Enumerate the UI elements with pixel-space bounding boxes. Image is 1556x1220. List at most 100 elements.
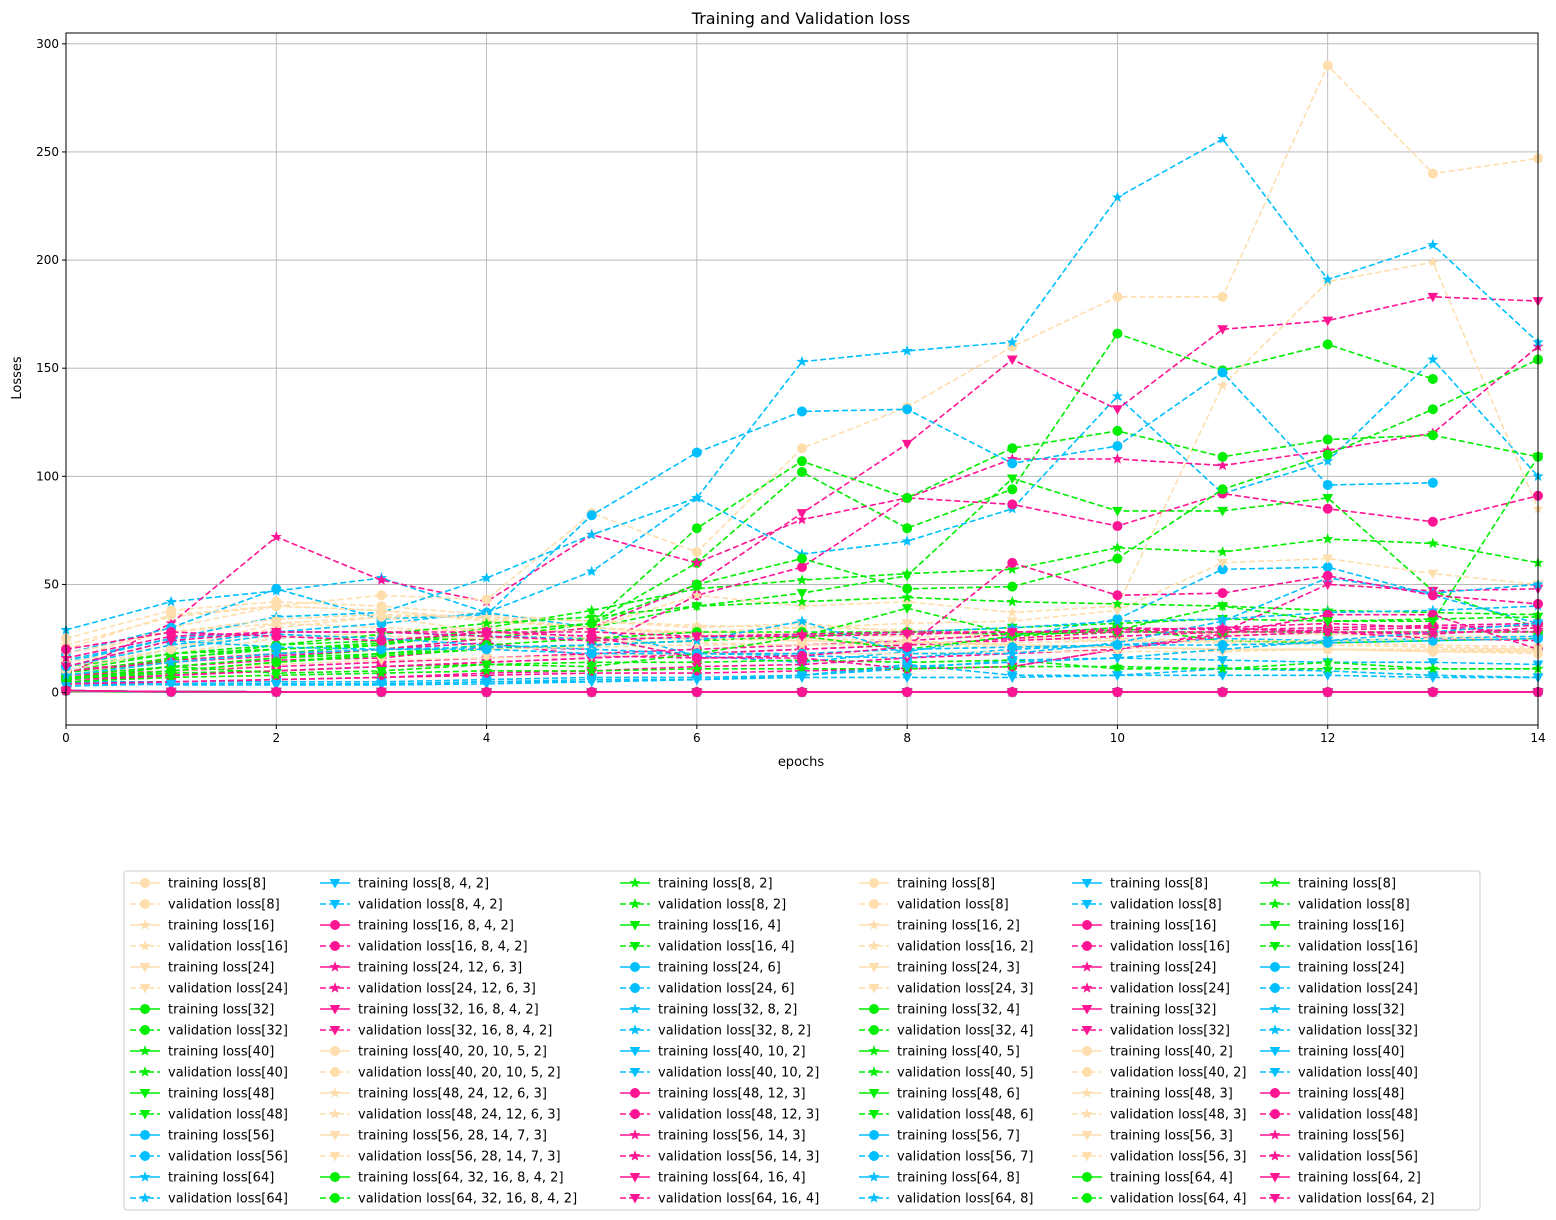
- data-point: [1322, 617, 1334, 627]
- legend-item: validation loss[16, 4]: [620, 940, 794, 955]
- data-point: [630, 1088, 640, 1098]
- legend-label: validation loss[24]: [1110, 982, 1230, 997]
- legend-item: validation loss[56, 7]: [859, 1150, 1033, 1165]
- data-point: [1006, 688, 1018, 698]
- legend-item: training loss[32, 4]: [859, 1003, 1020, 1018]
- legend-item: training loss[32, 8, 2]: [620, 1003, 797, 1018]
- series-line: [65, 295, 1539, 672]
- data-point: [1112, 291, 1123, 302]
- data-point: [586, 611, 598, 622]
- data-point: [1217, 367, 1228, 378]
- data-point: [1217, 451, 1228, 462]
- legend-label: validation loss[40, 2]: [1110, 1066, 1246, 1081]
- legend-label: training loss[64, 32, 16, 8, 4, 2]: [358, 1171, 564, 1186]
- data-point: [869, 1025, 879, 1035]
- data-point: [1322, 688, 1334, 698]
- data-point: [902, 523, 913, 534]
- legend-item: validation loss[32]: [130, 1024, 288, 1039]
- legend-label: validation loss[16, 4]: [658, 940, 794, 955]
- data-point: [166, 609, 177, 620]
- legend-item: validation loss[64, 2]: [1260, 1192, 1434, 1207]
- data-point: [1322, 570, 1333, 581]
- y-tick-label: 300: [36, 37, 59, 51]
- data-point: [1269, 942, 1281, 952]
- data-point: [1111, 191, 1124, 203]
- data-point: [329, 1087, 341, 1098]
- data-point: [1269, 877, 1281, 888]
- legend-label: validation loss[8]: [168, 898, 280, 913]
- axis-ticks: 0 2 4 6 8 10 12 14 0 50 100 150 200 250 300: [36, 37, 1546, 745]
- data-point: [1269, 1194, 1281, 1204]
- data-point: [1322, 554, 1334, 565]
- data-point: [1111, 615, 1124, 626]
- data-point: [1427, 628, 1439, 638]
- legend-item: training loss[64, 2]: [1260, 1171, 1421, 1186]
- series-line: [65, 657, 1539, 686]
- data-point: [1007, 557, 1018, 568]
- data-point: [586, 688, 598, 698]
- legend-item: training loss[32, 16, 8, 4, 2]: [320, 1003, 539, 1018]
- legend-label: validation loss[16]: [1110, 940, 1230, 955]
- data-point: [1427, 292, 1439, 303]
- data-point: [1217, 484, 1228, 495]
- data-point: [1216, 379, 1229, 391]
- data-point: [691, 492, 703, 503]
- plot-frame: [65, 32, 1539, 726]
- data-point: [1112, 521, 1123, 532]
- data-point: [869, 1130, 879, 1140]
- data-point: [868, 963, 880, 973]
- legend-item: validation loss[40, 10, 2]: [620, 1066, 819, 1081]
- data-point: [868, 1045, 880, 1056]
- legend-label: training loss[8]: [897, 877, 995, 892]
- legend-item: validation loss[8]: [1072, 898, 1222, 913]
- data-point: [1216, 133, 1229, 144]
- legend-item: training loss[40, 2]: [1072, 1045, 1233, 1060]
- data-point: [691, 662, 703, 674]
- data-point: [1006, 673, 1018, 683]
- legend-label: validation loss[32]: [1110, 1024, 1230, 1039]
- data-point: [629, 877, 641, 888]
- data-point: [330, 1193, 340, 1203]
- legend-item: training loss[24, 3]: [859, 961, 1020, 976]
- data-point: [1322, 493, 1334, 504]
- data-point: [1269, 898, 1281, 909]
- data-point: [376, 611, 387, 622]
- legend-label: validation loss[56]: [1298, 1150, 1418, 1165]
- legend-label: training loss[48, 6]: [897, 1087, 1020, 1102]
- data-point: [270, 628, 282, 638]
- series-line: [65, 665, 1538, 683]
- data-point: [139, 1171, 151, 1182]
- data-point: [901, 535, 913, 546]
- y-tick-label: 50: [44, 577, 59, 591]
- legend-item: training loss[16]: [1260, 919, 1404, 934]
- data-point: [376, 687, 387, 698]
- data-point: [691, 639, 703, 650]
- data-point: [902, 404, 913, 415]
- data-point: [691, 652, 702, 663]
- data-point: [329, 1026, 341, 1036]
- data-point: [1082, 941, 1092, 951]
- legend-label: training loss[40, 20, 10, 5, 2]: [358, 1045, 547, 1060]
- data-point: [1112, 671, 1123, 681]
- series-line: [65, 631, 1539, 685]
- legend-item: training loss[16]: [130, 919, 274, 934]
- legend-item: validation loss[48, 12, 3]: [620, 1108, 819, 1123]
- legend-label: training loss[8, 2]: [658, 877, 773, 892]
- data-point: [629, 1173, 641, 1183]
- data-point: [139, 1089, 151, 1099]
- legend-label: validation loss[64, 2]: [1298, 1192, 1434, 1207]
- legend-label: training loss[16, 2]: [897, 919, 1020, 934]
- series-line: [65, 648, 1538, 681]
- data-point: [1427, 662, 1439, 674]
- data-point: [139, 1045, 151, 1056]
- data-point: [902, 642, 913, 653]
- data-point: [1082, 1046, 1092, 1056]
- legend-label: training loss[16]: [168, 919, 274, 934]
- data-point: [1006, 336, 1018, 348]
- y-axis-label: Losses: [10, 356, 25, 400]
- legend-item: training loss[48, 3]: [1072, 1087, 1233, 1102]
- legend-item: validation loss[48]: [1260, 1108, 1418, 1123]
- data-point: [165, 679, 177, 690]
- data-point: [901, 595, 913, 607]
